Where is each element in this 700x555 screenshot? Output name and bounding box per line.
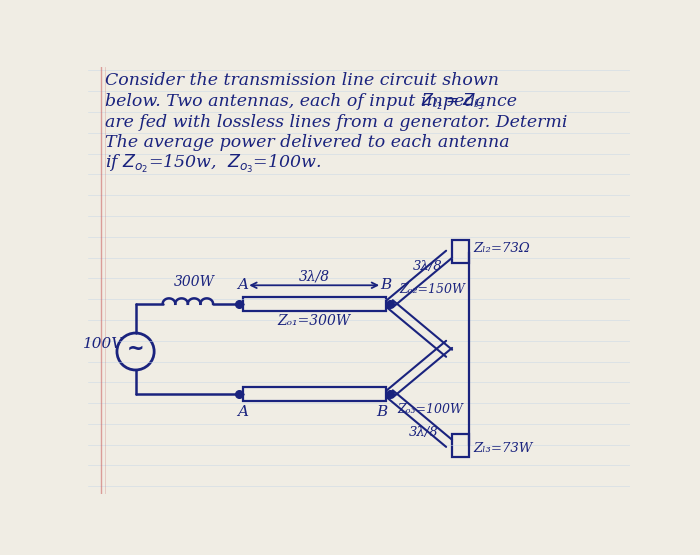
Text: Zₗ₃=73W: Zₗ₃=73W xyxy=(473,442,533,456)
Text: $Z_{{\ell_2}}=Z_{{\ell_3}}$: $Z_{{\ell_2}}=Z_{{\ell_3}}$ xyxy=(421,91,484,112)
Text: 300W: 300W xyxy=(174,275,215,289)
Text: 3λ/8: 3λ/8 xyxy=(413,260,442,273)
Text: B: B xyxy=(377,405,388,420)
Text: ~: ~ xyxy=(127,339,144,359)
Text: 3λ/8: 3λ/8 xyxy=(299,269,330,283)
Text: are fed with lossless lines from a generator. Determi: are fed with lossless lines from a gener… xyxy=(104,114,567,130)
Text: The average power delivered to each antenna: The average power delivered to each ante… xyxy=(104,134,509,152)
Text: A: A xyxy=(237,278,248,292)
Text: Zₒ₃=100W: Zₒ₃=100W xyxy=(398,403,463,416)
Text: Zₒ₁=300W: Zₒ₁=300W xyxy=(278,314,351,327)
Bar xyxy=(242,387,386,401)
Text: below. Two antennas, each of input impedance: below. Two antennas, each of input imped… xyxy=(104,93,522,110)
Text: Consider the transmission line circuit shown: Consider the transmission line circuit s… xyxy=(104,72,498,89)
Bar xyxy=(242,297,386,311)
Text: Zₗ₂=73Ω: Zₗ₂=73Ω xyxy=(473,242,530,255)
Text: B: B xyxy=(380,278,391,292)
Text: A: A xyxy=(237,405,248,420)
Text: 100V: 100V xyxy=(83,337,123,351)
Text: Zₒ₂=150W: Zₒ₂=150W xyxy=(399,284,465,296)
Text: if $Z_{o_2}$=150w,  $Z_{o_3}$=100w.: if $Z_{o_2}$=150w, $Z_{o_3}$=100w. xyxy=(104,153,321,175)
Bar xyxy=(452,434,469,457)
Text: 3λ/8: 3λ/8 xyxy=(409,426,439,439)
Bar xyxy=(452,240,469,263)
